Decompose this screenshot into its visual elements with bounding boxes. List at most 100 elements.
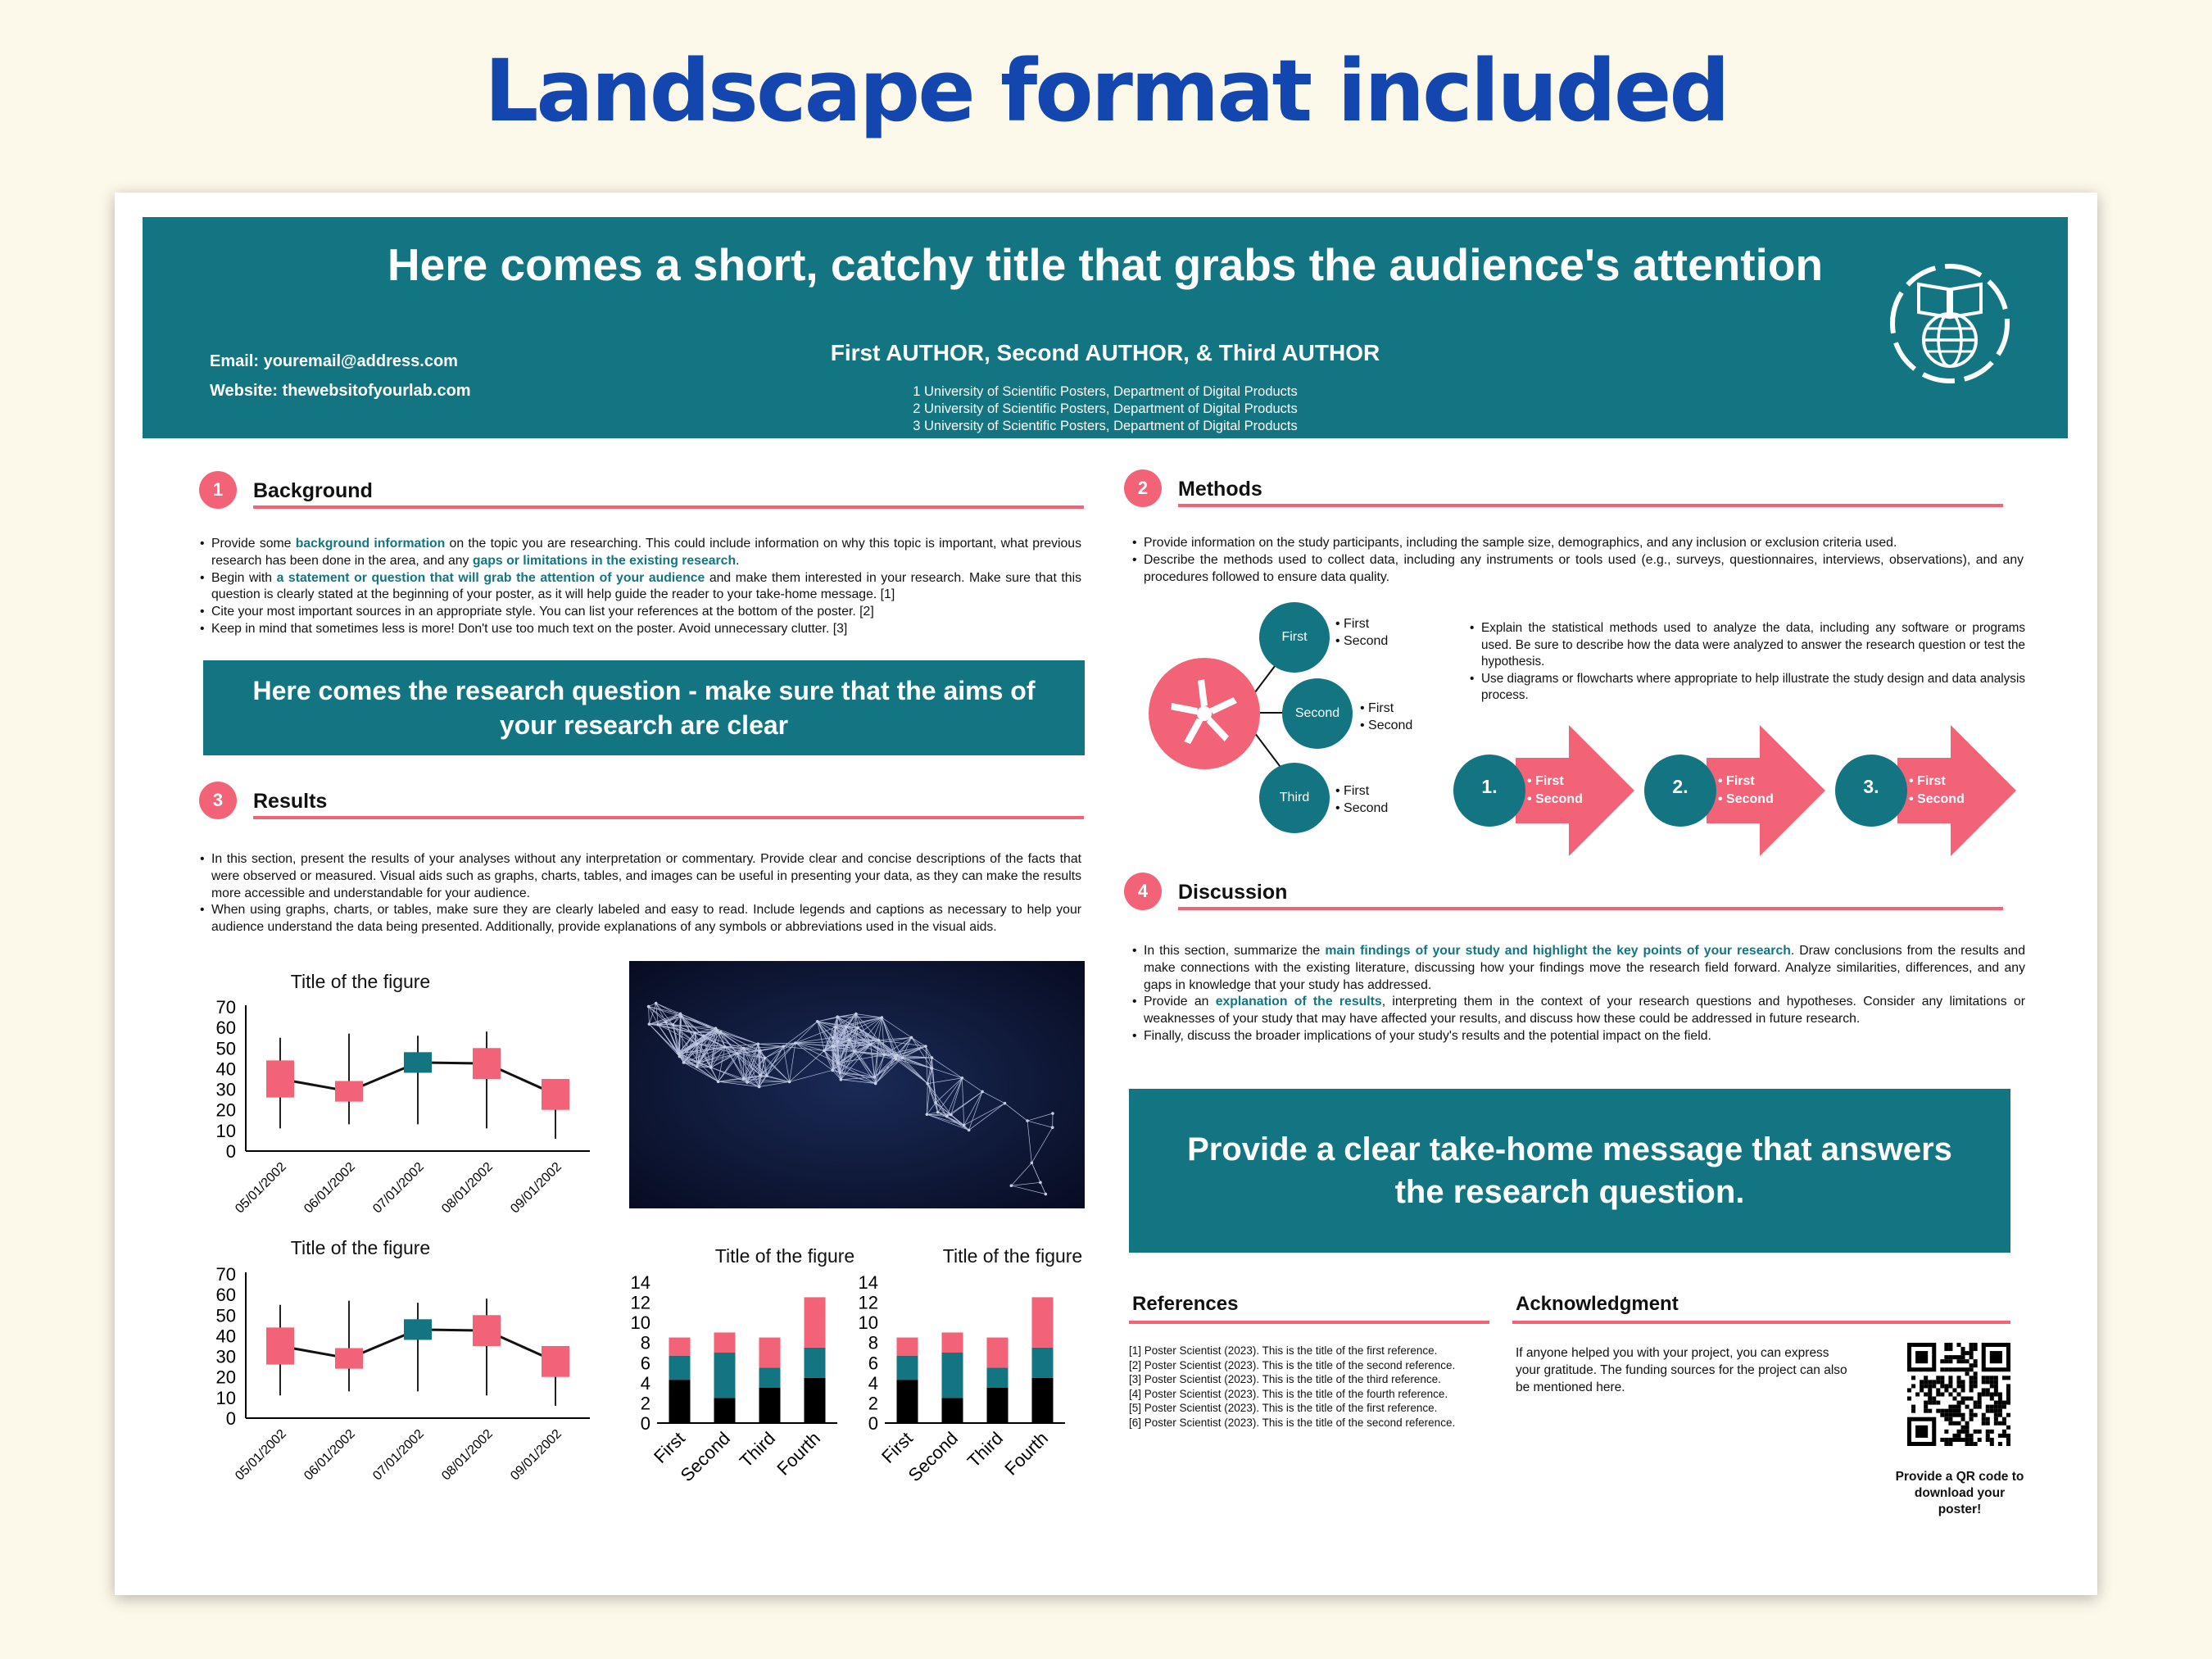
y-tick-label: 30 (216, 1080, 236, 1100)
bar-segment (714, 1332, 736, 1353)
network-node (758, 1049, 762, 1053)
legend-label: A (701, 1489, 714, 1492)
reference-item: [4] Poster Scientist (2023). This is the… (1129, 1387, 1448, 1400)
network-node (741, 1046, 746, 1050)
y-tick-label: 20 (216, 1100, 236, 1121)
network-link (1011, 1163, 1032, 1186)
network-link (718, 1078, 744, 1082)
website: Website: thewebsitofyourlab.com (210, 382, 471, 400)
qr-module (1944, 1343, 1949, 1348)
qr-module (1977, 1404, 1982, 1409)
y-tick-label: 70 (216, 997, 236, 1018)
qr-module (1928, 1388, 1933, 1393)
network-link (747, 1081, 790, 1083)
network-node (925, 1113, 929, 1117)
network-link (902, 1057, 928, 1084)
qr-module (2006, 1412, 2010, 1417)
qr-module (1940, 1359, 1945, 1364)
network-link (937, 1112, 951, 1115)
reference-item: [2] Poster Scientist (2023). This is the… (1129, 1358, 1456, 1371)
network-link (854, 1051, 875, 1078)
network-link (855, 1013, 882, 1018)
network-link (895, 1058, 932, 1069)
network-node (815, 1019, 819, 1023)
qr-module (1928, 1400, 1933, 1405)
network-link (655, 1003, 681, 1014)
qr-module (1969, 1363, 1974, 1368)
network-node (1044, 1192, 1048, 1196)
qr-module (1997, 1412, 2002, 1417)
reference-item: [1] Poster Scientist (2023). This is the… (1129, 1344, 1438, 1357)
network-link (764, 1046, 784, 1058)
y-tick-label: 6 (868, 1353, 878, 1373)
network-link (743, 1078, 790, 1082)
candle-body (404, 1052, 432, 1073)
qr-module (1989, 1384, 1994, 1389)
network-node (962, 1123, 966, 1127)
qr-module (1973, 1347, 1978, 1352)
network-link (845, 1027, 871, 1045)
network-link (817, 1021, 833, 1038)
qr-module (2001, 1429, 2006, 1434)
qr-module (1920, 1384, 1924, 1389)
qr-module (1960, 1396, 1965, 1401)
network-link (649, 1016, 682, 1025)
network-link (832, 1044, 871, 1047)
network-node (836, 1040, 840, 1044)
x-tick-label: First (877, 1428, 917, 1467)
network-link (927, 1067, 932, 1115)
network-link (1027, 1113, 1054, 1122)
network-link (950, 1091, 983, 1115)
diagram-node-second: Second (1282, 678, 1353, 749)
reference-item: [3] Poster Scientist (2023). This is the… (1129, 1373, 1441, 1385)
network-link (743, 1048, 765, 1058)
section-number: 2 (1124, 469, 1162, 507)
network-node (934, 1101, 937, 1104)
qr-module (1981, 1380, 1986, 1385)
qr-module (1956, 1437, 1961, 1442)
list-item: Provide information on the study partici… (1131, 535, 2024, 552)
network-link (758, 1043, 784, 1047)
network-node (868, 1043, 873, 1046)
network-link (895, 1037, 912, 1060)
network-link (878, 1040, 903, 1058)
network-link (937, 1077, 963, 1113)
network-link (981, 1091, 1005, 1104)
network-node (839, 1077, 843, 1081)
qr-module (1969, 1347, 1974, 1352)
text: . (736, 553, 740, 568)
qr-module (1960, 1416, 1965, 1421)
qr-module (1969, 1355, 1974, 1360)
affiliations: 1 University of Scientific Posters, Depa… (143, 383, 2068, 435)
highlight: explanation of the results (1215, 995, 1382, 1009)
qr-module (1944, 1429, 1949, 1434)
qr-module (1985, 1433, 1990, 1438)
network-node (682, 1061, 686, 1064)
list-item: Second (1527, 791, 1583, 809)
qr-module (1936, 1376, 1941, 1380)
y-tick-label: 14 (859, 1272, 878, 1293)
qr-code-icon[interactable] (1907, 1343, 2010, 1446)
qr-module (1981, 1388, 1986, 1393)
network-link (683, 1062, 697, 1067)
list-item: Second (1335, 800, 1388, 817)
section-divider (1178, 504, 2003, 507)
bar-segment (804, 1347, 826, 1378)
highlight: a statement or question that will grab t… (276, 570, 705, 585)
poster-title: Here comes a short, catchy title that gr… (387, 239, 1824, 290)
network-link (931, 1067, 963, 1079)
section-divider (253, 505, 1084, 509)
network-node (924, 1045, 927, 1048)
network-link (878, 1040, 896, 1060)
qr-module (1965, 1351, 1969, 1356)
network-link (743, 1045, 784, 1049)
qr-module (1973, 1359, 1978, 1364)
qr-module (1993, 1380, 1998, 1385)
affiliation-1: 1 University of Scientific Posters, Depa… (913, 384, 1298, 399)
methods-analysis-bullets: Explain the statistical methods used to … (1468, 620, 2025, 705)
qr-module (1965, 1396, 1969, 1401)
qr-module (1936, 1392, 1941, 1397)
section-title: Background (253, 479, 373, 502)
network-link (737, 1050, 760, 1054)
